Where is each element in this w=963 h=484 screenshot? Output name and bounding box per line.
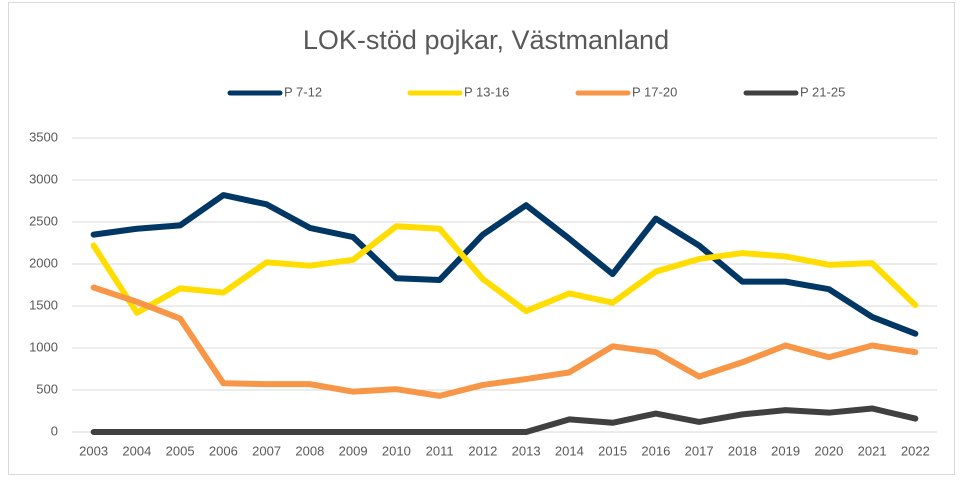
x-tick-label: 2005: [166, 443, 195, 458]
legend-label: P 7-12: [284, 84, 322, 99]
x-tick-label: 2021: [858, 443, 887, 458]
series-line: [90, 405, 919, 435]
x-tick-label: 2018: [728, 443, 757, 458]
x-tick-label: 2010: [382, 443, 411, 458]
y-tick-label: 1500: [29, 297, 58, 312]
series-line: [90, 192, 919, 337]
x-tick-label: 2022: [901, 443, 930, 458]
y-tick-label: 3000: [29, 171, 58, 186]
x-tick-label: 2007: [252, 443, 281, 458]
x-tick-label: 2017: [685, 443, 714, 458]
x-tick-label: 2015: [598, 443, 627, 458]
x-tick-label: 2012: [468, 443, 497, 458]
x-tick-label: 2014: [555, 443, 584, 458]
y-tick-label: 0: [51, 423, 58, 438]
y-tick-label: 500: [36, 381, 58, 396]
y-tick-label: 1000: [29, 339, 58, 354]
chart-title: LOK-stöd pojkar, Västmanland: [303, 25, 669, 55]
x-tick-label: 2008: [295, 443, 324, 458]
x-tick-label: 2020: [814, 443, 843, 458]
x-tick-label: 2013: [512, 443, 541, 458]
series-line: [90, 284, 919, 399]
legend-label: P 17-20: [632, 84, 677, 99]
series-line: [90, 223, 919, 316]
x-tick-label: 2003: [79, 443, 108, 458]
x-tick-label: 2009: [339, 443, 368, 458]
x-tick-label: 2004: [122, 443, 151, 458]
legend-label: P 13-16: [464, 84, 509, 99]
x-tick-label: 2019: [771, 443, 800, 458]
y-tick-label: 3500: [29, 129, 58, 144]
y-tick-label: 2500: [29, 213, 58, 228]
y-tick-label: 2000: [29, 255, 58, 270]
x-tick-label: 2006: [209, 443, 238, 458]
x-tick-label: 2016: [641, 443, 670, 458]
legend-label: P 21-25: [800, 84, 845, 99]
x-tick-label: 2011: [426, 443, 454, 458]
